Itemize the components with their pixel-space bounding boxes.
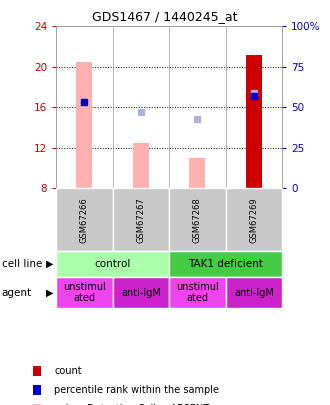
- Text: ▶: ▶: [46, 288, 53, 298]
- Text: GSM67268: GSM67268: [193, 197, 202, 243]
- Text: agent: agent: [2, 288, 32, 298]
- Text: cell line: cell line: [2, 259, 42, 269]
- Text: unstimul
ated: unstimul ated: [176, 282, 219, 303]
- Text: GDS1467 / 1440245_at: GDS1467 / 1440245_at: [92, 10, 238, 23]
- Text: anti-IgM: anti-IgM: [121, 288, 161, 298]
- Text: unstimul
ated: unstimul ated: [63, 282, 106, 303]
- Text: TAK1 deficient: TAK1 deficient: [188, 259, 263, 269]
- Text: control: control: [94, 259, 131, 269]
- Bar: [133, 143, 149, 188]
- Text: percentile rank within the sample: percentile rank within the sample: [54, 385, 219, 395]
- Text: ▶: ▶: [46, 259, 53, 269]
- Text: count: count: [54, 366, 82, 375]
- Text: anti-IgM: anti-IgM: [234, 288, 274, 298]
- Text: GSM67267: GSM67267: [136, 197, 146, 243]
- Bar: [246, 55, 262, 188]
- Text: GSM67266: GSM67266: [80, 197, 89, 243]
- Text: GSM67269: GSM67269: [249, 197, 258, 243]
- Bar: [189, 158, 205, 188]
- Bar: [77, 62, 92, 188]
